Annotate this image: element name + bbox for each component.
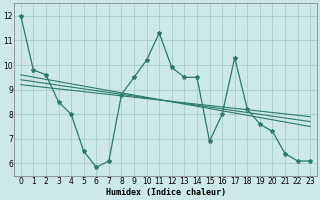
X-axis label: Humidex (Indice chaleur): Humidex (Indice chaleur) <box>106 188 226 197</box>
